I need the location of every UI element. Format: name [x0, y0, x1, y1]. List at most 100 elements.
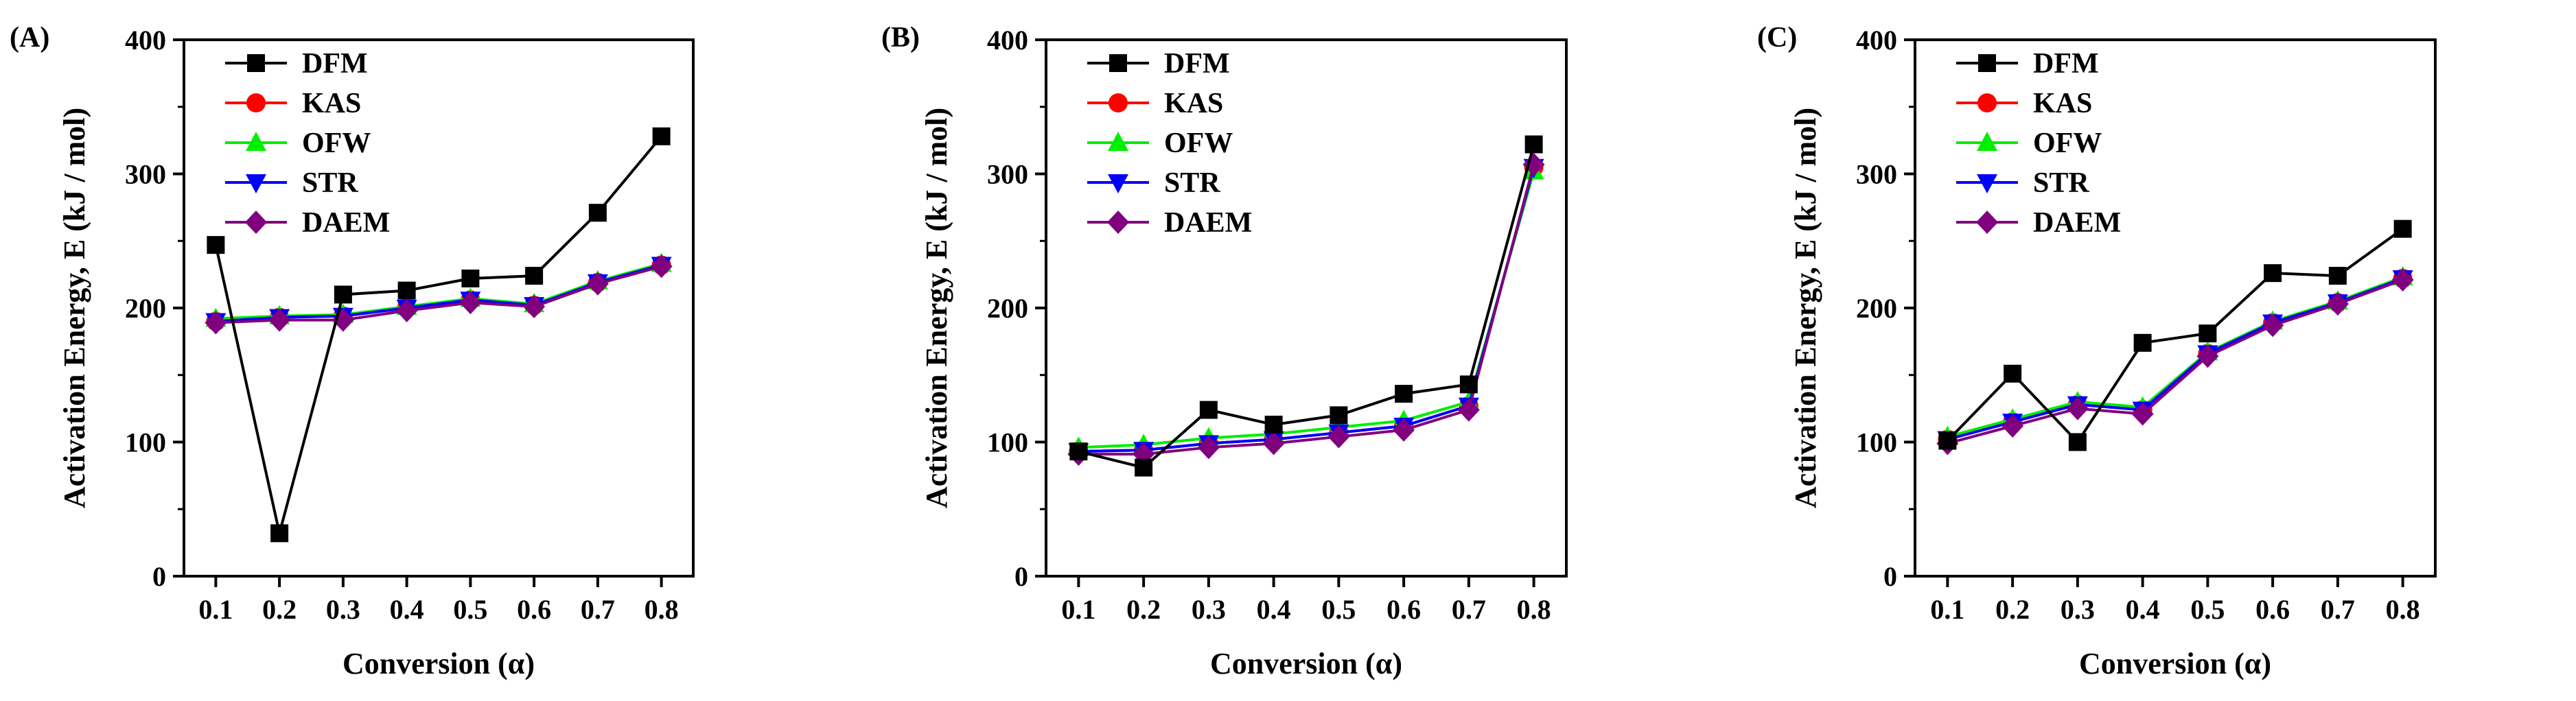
- data-point-daem: [1197, 436, 1220, 460]
- data-point-daem: [2262, 313, 2284, 337]
- panel-label: (C): [1757, 22, 1797, 54]
- legend-item-ofw: OFW: [1956, 128, 2102, 159]
- data-point-daem: [2131, 402, 2154, 426]
- data-point-dfm: [461, 269, 480, 287]
- legend-label: KAS: [2033, 88, 2092, 119]
- y-tick-label: 300: [987, 159, 1028, 190]
- data-point-dfm: [2198, 324, 2217, 343]
- y-tick-label: 100: [987, 427, 1028, 458]
- x-tick-label: 0.8: [645, 594, 679, 625]
- legend-label: OFW: [2033, 128, 2102, 159]
- data-point-dfm: [1330, 406, 1348, 425]
- legend-label: STR: [302, 167, 358, 199]
- legend-marker: [1977, 174, 1997, 193]
- legend-item-str: STR: [1087, 167, 1220, 199]
- legend-item-str: STR: [225, 167, 358, 199]
- y-tick-label: 100: [1856, 427, 1897, 458]
- series-dfm: [1938, 219, 2412, 451]
- data-point-dfm: [2328, 267, 2347, 285]
- series-daem: [205, 254, 673, 335]
- legend-label: OFW: [1164, 128, 1233, 159]
- y-tick-label: 300: [1856, 159, 1897, 190]
- legend: DFM KAS OFW STR DAEM: [1956, 48, 2121, 239]
- data-point-daem: [205, 311, 227, 335]
- legend-item-daem: DAEM: [225, 207, 390, 239]
- chart-panel-3: (C) 0 100 200 300 400 0.1 0.2 0.3 0.4 0.5 0.6 0.7 0.8…: [1757, 22, 2437, 680]
- y-tick-label: 200: [1856, 293, 1897, 324]
- legend-label: STR: [2033, 167, 2089, 199]
- x-tick-label: 0.1: [1061, 594, 1095, 625]
- data-point-dfm: [334, 285, 352, 304]
- data-point-dfm: [1524, 135, 1543, 154]
- x-tick-label: 0.2: [1126, 594, 1161, 625]
- y-tick-label: 0: [152, 561, 166, 592]
- y-tick-label: 0: [1883, 561, 1897, 592]
- y-tick-label: 200: [987, 293, 1028, 324]
- legend-label: DFM: [1164, 48, 1230, 80]
- legend: DFM KAS OFW STR DAEM: [225, 48, 390, 239]
- x-tick-label: 0.7: [1452, 594, 1486, 625]
- panel-label: (A): [10, 22, 49, 54]
- x-tick-label: 0.5: [1321, 594, 1356, 625]
- data-point-dfm: [1395, 385, 1413, 403]
- legend-label: OFW: [302, 128, 371, 159]
- chart-panel-2: (B) 0 100 200 300 400 0.1 0.2 0.3 0.4 0.5 0.6 0.7 0.8…: [881, 22, 1568, 680]
- x-tick-label: 0.3: [2061, 594, 2095, 625]
- x-tick-label: 0.8: [1517, 594, 1551, 625]
- data-point-daem: [1457, 398, 1480, 422]
- legend-marker: [1109, 93, 1128, 112]
- data-point-dfm: [270, 524, 289, 543]
- legend-label: DAEM: [302, 207, 390, 239]
- series-dfm: [207, 127, 671, 543]
- data-point-dfm: [2393, 219, 2412, 238]
- data-point-daem: [523, 295, 546, 319]
- legend-marker: [1978, 54, 1996, 72]
- data-point-dfm: [207, 236, 225, 254]
- data-point-daem: [1393, 418, 1415, 442]
- legend-item-dfm: DFM: [1956, 48, 2099, 80]
- data-point-dfm: [588, 204, 607, 222]
- y-tick-label: 400: [1856, 25, 1897, 56]
- panel-label: (B): [881, 22, 920, 54]
- legend-marker: [1977, 132, 1997, 151]
- legend-item-daem: DAEM: [1956, 207, 2121, 239]
- x-tick-label: 0.7: [2321, 594, 2355, 625]
- x-tick-label: 0.5: [2190, 594, 2225, 625]
- data-point-daem: [2391, 268, 2414, 292]
- legend-marker: [1108, 174, 1128, 193]
- legend-item-ofw: OFW: [1087, 128, 1233, 159]
- legend-marker: [1977, 93, 1997, 112]
- legend-item-str: STR: [1956, 167, 2089, 199]
- x-tick-label: 0.6: [1386, 594, 1421, 625]
- data-point-daem: [2066, 396, 2089, 420]
- series-line-daem: [1078, 164, 1535, 456]
- legend-item-daem: DAEM: [1087, 207, 1252, 239]
- legend-item-dfm: DFM: [1087, 48, 1230, 80]
- legend-label: DAEM: [1164, 207, 1252, 239]
- legend-marker: [246, 93, 266, 112]
- series-line-ofw: [1078, 171, 1535, 449]
- data-point-dfm: [1199, 401, 1218, 419]
- legend-label: DAEM: [2033, 207, 2121, 239]
- series-line-str: [1947, 277, 2404, 441]
- plot-frame: [1914, 38, 2437, 578]
- legend-marker: [247, 54, 265, 72]
- data-point-dfm: [2264, 264, 2282, 283]
- data-point-daem: [2196, 344, 2219, 368]
- series-line-str: [1078, 167, 1535, 453]
- y-tick-label: 0: [1014, 561, 1028, 592]
- x-axis-title: Conversion (α): [2079, 647, 2271, 680]
- x-tick-label: 0.7: [581, 594, 615, 625]
- legend-marker: [1976, 211, 1998, 234]
- series-line-daem: [1947, 278, 2404, 445]
- data-point-dfm: [1938, 431, 1957, 450]
- data-point-dfm: [2068, 433, 2087, 451]
- data-point-daem: [586, 272, 609, 296]
- data-point-dfm: [1264, 416, 1283, 434]
- data-point-daem: [2001, 414, 2024, 438]
- series-line-dfm: [1078, 143, 1535, 469]
- data-point-daem: [650, 254, 673, 278]
- x-tick-label: 0.5: [453, 594, 487, 625]
- x-tick-label: 0.3: [1192, 594, 1226, 625]
